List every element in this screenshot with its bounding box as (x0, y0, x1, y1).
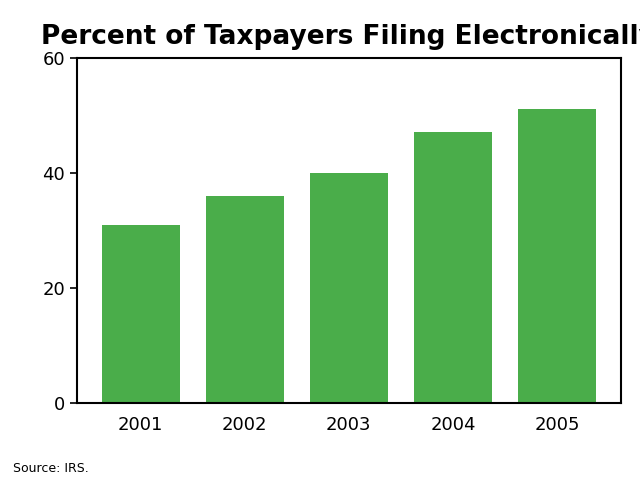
Bar (518, 109, 596, 403)
Bar (102, 225, 180, 403)
Bar (310, 173, 388, 403)
Title: Percent of Taxpayers Filing Electronically: Percent of Taxpayers Filing Electronical… (42, 24, 640, 50)
Bar (414, 132, 492, 403)
Bar (205, 196, 284, 403)
Text: Source: IRS.: Source: IRS. (13, 462, 88, 475)
